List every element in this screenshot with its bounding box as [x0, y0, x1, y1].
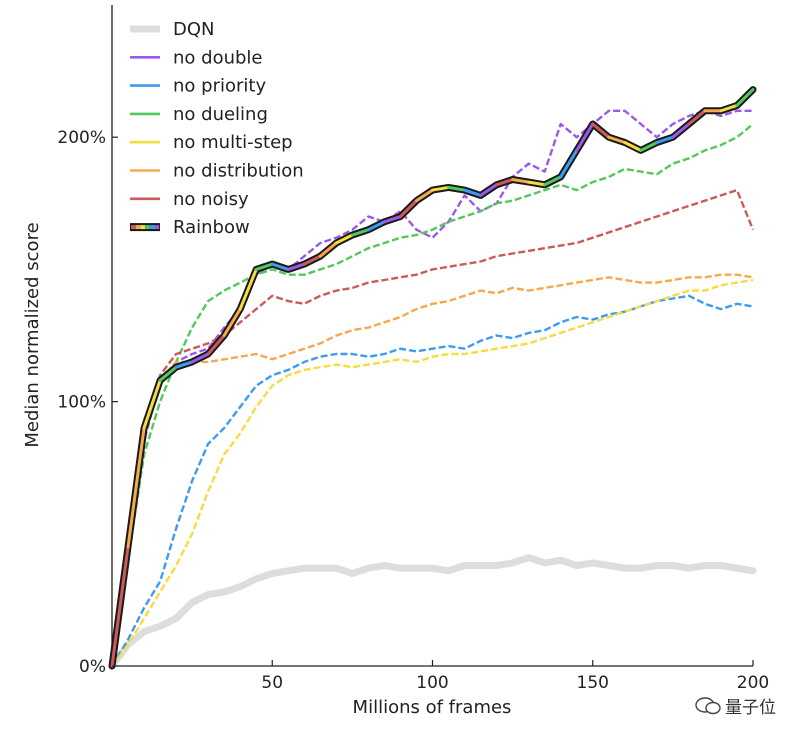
series-line-segment — [607, 135, 627, 144]
series-line-segment — [334, 233, 354, 245]
legend-swatch-stripe — [154, 225, 160, 230]
series-line-segment — [382, 215, 402, 224]
series-line-segment — [735, 88, 755, 107]
legend-label: no double — [173, 47, 263, 68]
ticks: 50 100 150 200 0% 100% 200% — [57, 128, 769, 693]
series-layer — [108, 86, 757, 670]
series-line-segment — [110, 545, 130, 668]
series-line-segment — [350, 228, 370, 237]
series-line-segment — [318, 241, 338, 258]
series-line-segment — [190, 352, 210, 364]
series-line — [110, 188, 755, 667]
series-line-segment — [286, 262, 306, 271]
series-line-segment — [174, 360, 194, 369]
legend-item-no-noisy: no noisy — [130, 189, 249, 210]
legend: DQN no double no priority no dueling no mult… — [130, 19, 304, 238]
series-line-segment — [719, 103, 739, 113]
series-line-segment — [527, 180, 547, 187]
series-line-segment — [142, 378, 162, 430]
series-no-distribution — [110, 273, 754, 667]
series-line-segment — [543, 175, 563, 187]
legend-item-no-multi-step: no multi-step — [130, 132, 293, 153]
x-axis-title: Millions of frames — [353, 697, 512, 718]
legend-item-rainbow: Rainbow — [130, 217, 250, 238]
series-line — [111, 278, 754, 667]
series-no-dueling — [110, 123, 754, 667]
series-line-segment — [270, 262, 290, 271]
series-line-segment — [366, 220, 386, 232]
legend-label: no noisy — [173, 189, 249, 210]
series-line-segment — [655, 135, 675, 144]
legend-swatch-stripe — [135, 225, 141, 230]
legend-label: Rainbow — [173, 217, 250, 238]
series-dqn — [108, 554, 757, 670]
series-line-segment — [639, 140, 659, 152]
series-line-segment — [623, 140, 643, 152]
legend-swatch-stripe — [149, 225, 155, 230]
legend-item-no-priority: no priority — [130, 76, 266, 97]
series-line-segment — [431, 185, 451, 192]
series-line-segment — [671, 122, 691, 139]
series-line-segment — [414, 188, 434, 203]
watermark: 量子位 — [695, 693, 776, 718]
y-tick-label: 0% — [79, 657, 106, 677]
series-line — [110, 109, 753, 667]
series-line-segment — [575, 122, 595, 152]
x-tick-label: 100 — [416, 673, 448, 693]
legend-label: no priority — [173, 76, 266, 97]
series-line-segment — [479, 183, 499, 197]
legend-label: DQN — [173, 19, 215, 40]
series-no-double — [110, 109, 753, 667]
y-tick-label: 200% — [57, 128, 106, 148]
series-line-segment — [687, 109, 707, 126]
series-line — [110, 273, 754, 667]
series-line-segment — [511, 178, 531, 184]
series-line-segment — [126, 426, 146, 549]
legend-item-no-distribution: no distribution — [130, 161, 304, 182]
series-line — [110, 123, 754, 667]
series-line-segment — [447, 185, 467, 192]
series-line-segment — [463, 188, 483, 197]
y-tick-label: 100% — [57, 393, 106, 413]
legend-item-dqn: DQN — [130, 19, 215, 40]
series-line-segment — [222, 307, 242, 337]
series-line — [108, 554, 757, 670]
chat-bubble-icon — [695, 696, 721, 714]
legend-swatch-stripe — [145, 225, 150, 230]
legend-swatch-stripe — [131, 225, 136, 230]
series-no-noisy — [110, 188, 755, 667]
legend-swatch-stripe — [140, 225, 146, 230]
legend-label: no dueling — [173, 104, 268, 125]
series-line-segment — [398, 199, 418, 219]
x-tick-label: 150 — [577, 673, 609, 693]
series-line-segment — [238, 267, 258, 311]
series-line-segment — [302, 254, 322, 266]
series-line-segment — [254, 262, 274, 271]
x-tick-label: 200 — [737, 673, 769, 693]
watermark-text: 量子位 — [725, 698, 776, 718]
y-axis-title: Median normalized score — [22, 222, 43, 447]
series-rainbow — [108, 86, 757, 670]
series-line-segment — [158, 365, 178, 382]
x-tick-label: 50 — [261, 673, 283, 693]
series-line-segment — [495, 178, 515, 187]
legend-item-no-double: no double — [130, 47, 263, 68]
legend-item-no-dueling: no dueling — [130, 104, 268, 125]
series-line-segment — [559, 148, 579, 179]
series-line-segment — [591, 122, 611, 139]
legend-label: no multi-step — [173, 132, 293, 153]
legend-label: no distribution — [173, 161, 304, 182]
series-line-segment — [206, 334, 226, 356]
series-no-multi-step — [111, 278, 754, 667]
